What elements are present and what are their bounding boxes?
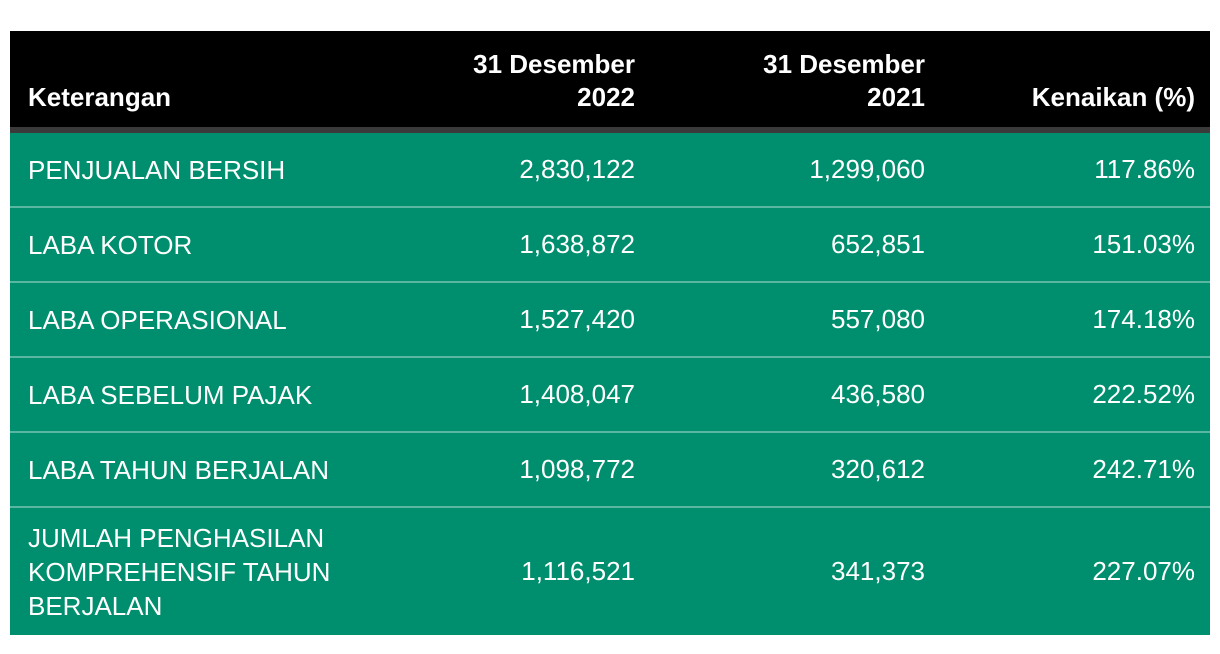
value-2022: 1,116,521 xyxy=(521,556,635,586)
header-31-desember-2021-line2: 2021 xyxy=(867,82,925,112)
header-31-desember-2022-line2: 2022 xyxy=(577,82,635,112)
value-2022: 2,830,122 xyxy=(519,154,635,184)
header-31-desember-2021: 31 Desember 2021 xyxy=(635,48,925,127)
table-row-penjualan-bersih: PENJUALAN BERSIH 2,830,122 1,299,060 117… xyxy=(10,133,1210,206)
header-31-desember-2021-line1: 31 Desember xyxy=(763,49,925,79)
value-2021: 436,580 xyxy=(831,379,925,409)
value-2022: 1,638,872 xyxy=(519,229,635,259)
value-2021: 320,612 xyxy=(831,454,925,484)
value-2022: 1,408,047 xyxy=(519,379,635,409)
table-row-laba-tahun-berjalan: LABA TAHUN BERJALAN 1,098,772 320,612 24… xyxy=(10,431,1210,506)
header-31-desember-2022-line1: 31 Desember xyxy=(473,49,635,79)
value-kenaikan: 242.71% xyxy=(1092,454,1195,484)
row-label: LABA TAHUN BERJALAN xyxy=(28,454,330,485)
row-label: LABA OPERASIONAL xyxy=(28,304,287,335)
value-kenaikan: 117.86% xyxy=(1094,154,1195,184)
value-kenaikan: 174.18% xyxy=(1092,304,1195,334)
row-label: JUMLAH PENGHASILAN KOMPREHENSIF TAHUN BE… xyxy=(28,522,331,621)
row-label: PENJUALAN BERSIH xyxy=(28,154,286,185)
financial-highlights-table: Keterangan 31 Desember 2022 31 Desember … xyxy=(10,31,1210,635)
header-31-desember-2022: 31 Desember 2022 xyxy=(400,48,635,127)
value-2022: 1,527,420 xyxy=(519,304,635,334)
value-2021: 652,851 xyxy=(831,229,925,259)
value-2022: 1,098,772 xyxy=(519,454,635,484)
table-row-jumlah-penghasilan-komprehensif: JUMLAH PENGHASILAN KOMPREHENSIF TAHUN BE… xyxy=(10,506,1210,635)
value-kenaikan: 151.03% xyxy=(1092,229,1195,259)
table-row-laba-kotor: LABA KOTOR 1,638,872 652,851 151.03% xyxy=(10,206,1210,281)
table-row-laba-operasional: LABA OPERASIONAL 1,527,420 557,080 174.1… xyxy=(10,281,1210,356)
header-keterangan: Keterangan xyxy=(28,82,172,112)
value-2021: 341,373 xyxy=(831,556,925,586)
table-header-row: Keterangan 31 Desember 2022 31 Desember … xyxy=(10,31,1210,133)
row-label: LABA KOTOR xyxy=(28,229,193,260)
table-body: PENJUALAN BERSIH 2,830,122 1,299,060 117… xyxy=(10,133,1210,635)
row-label: LABA SEBELUM PAJAK xyxy=(28,379,313,410)
value-2021: 1,299,060 xyxy=(809,154,925,184)
table-row-laba-sebelum-pajak: LABA SEBELUM PAJAK 1,408,047 436,580 222… xyxy=(10,356,1210,431)
value-kenaikan: 227.07% xyxy=(1092,556,1195,586)
value-2021: 557,080 xyxy=(831,304,925,334)
value-kenaikan: 222.52% xyxy=(1092,379,1195,409)
header-kenaikan: Kenaikan (%) xyxy=(1031,82,1195,112)
